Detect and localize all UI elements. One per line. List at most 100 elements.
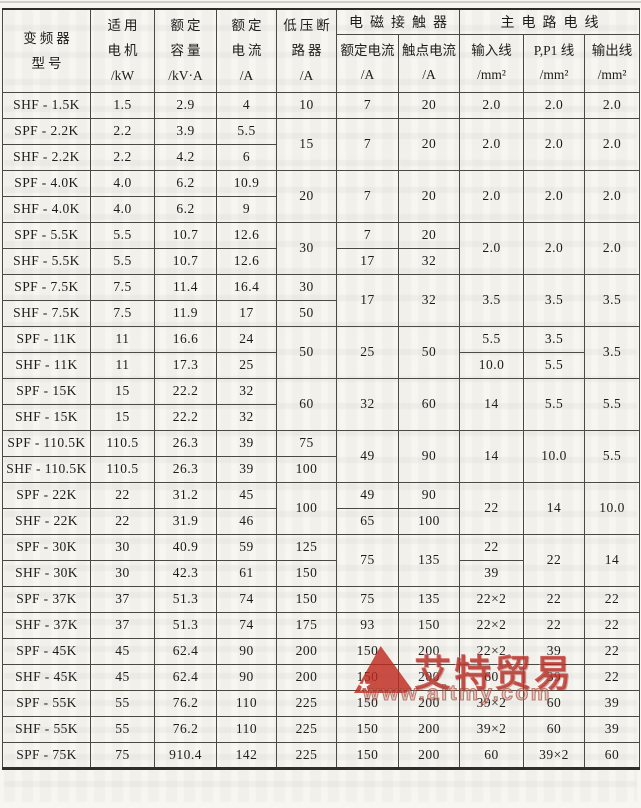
table-row: SHF - 37K 37 51.3 74 175 93 150 22×2 22 22 bbox=[2, 611, 641, 639]
value-cell: 200 bbox=[398, 741, 460, 769]
value-cell: 90 bbox=[398, 429, 460, 483]
value-cell: 200 bbox=[398, 663, 460, 691]
value-cell: 30 bbox=[276, 221, 337, 275]
value-cell: 225 bbox=[276, 715, 337, 743]
value-cell: 2.0 bbox=[523, 91, 585, 119]
value-cell: 225 bbox=[276, 741, 337, 769]
value-cell: 30 bbox=[90, 559, 155, 587]
header-row-subcolumns: 额定电流/A 触点电流/A 输入线/mm² P,P1 线/mm² 输出线/mm² bbox=[3, 33, 641, 93]
value-cell: 50 bbox=[276, 299, 337, 327]
table-row: SPF - 11K 11 16.6 24 50 25 50 5.5 3.5 3.5 bbox=[2, 325, 641, 379]
value-cell: 51.3 bbox=[154, 585, 217, 613]
value-cell: 200 bbox=[398, 715, 460, 743]
value-cell: 11 bbox=[90, 351, 155, 379]
value-cell: 7 bbox=[336, 91, 399, 119]
table-row: SHF - 2.2K 2.2 4.2 6 bbox=[2, 143, 640, 171]
value-cell: 39 bbox=[523, 637, 585, 665]
value-cell: 10.0 bbox=[583, 481, 641, 535]
value-cell: 32 bbox=[398, 247, 460, 275]
value-cell: 17 bbox=[336, 247, 399, 275]
value-cell: 39×2 bbox=[523, 741, 585, 769]
value-cell: 26.3 bbox=[154, 429, 217, 457]
value-cell: 11 bbox=[90, 325, 155, 353]
value-cell: 2.0 bbox=[583, 91, 641, 119]
value-cell: 22×2 bbox=[459, 585, 524, 613]
table-row: SPF - 37K 37 51.3 74 150 75 135 22×2 22 22 bbox=[2, 585, 641, 613]
value-cell: 135 bbox=[398, 585, 460, 613]
value-cell: 31.2 bbox=[154, 481, 217, 509]
value-cell: 5.5 bbox=[216, 117, 277, 145]
value-cell: 4 bbox=[216, 91, 277, 119]
header-breaker: 低压断 路器/A bbox=[276, 8, 337, 93]
value-cell: 32 bbox=[398, 273, 460, 327]
value-cell: 30 bbox=[276, 273, 337, 301]
value-cell: 22 bbox=[523, 533, 585, 587]
header-contactor-rated-current: 额定电流/A bbox=[336, 33, 399, 93]
table-row: SPF - 110.5K 110.5 26.3 39 75 49 90 14 10.0 5.5 bbox=[2, 429, 641, 483]
value-cell: 60 bbox=[459, 741, 524, 769]
value-cell: 22 bbox=[583, 611, 641, 639]
table-row: SHF - 7.5K 7.5 11.9 17 50 bbox=[2, 299, 640, 327]
value-cell: 7 bbox=[336, 221, 399, 249]
value-cell: 20 bbox=[398, 221, 460, 249]
value-cell: 39×2 bbox=[459, 689, 524, 717]
value-cell: 7 bbox=[336, 117, 399, 171]
model-cell: SPF - 55K bbox=[2, 689, 91, 717]
value-cell: 150 bbox=[276, 559, 337, 587]
value-cell: 150 bbox=[336, 637, 399, 665]
table-row: SPF - 4.0K 4.0 6.2 10.9 20 7 20 2.0 2.0 2.0 bbox=[2, 169, 641, 223]
value-cell: 2.0 bbox=[459, 221, 524, 275]
value-cell: 32 bbox=[216, 403, 277, 431]
table-row: SPF - 30K 30 40.9 59 125 75 135 22 22 14 bbox=[2, 533, 641, 587]
value-cell: 31.9 bbox=[154, 507, 217, 535]
table-row: SPF - 75K 75 910.4 142 225 150 200 60 39×2 60 bbox=[2, 741, 641, 769]
header-row-groups: 变频器 型号 适用 电机/kW 额定 容量/kV·A 额定 电流/A 低压断 路器/A 电磁接触器主… bbox=[2, 8, 641, 93]
value-cell: 25 bbox=[336, 325, 399, 379]
value-cell: 10 bbox=[276, 91, 337, 119]
model-cell: SHF - 2.2K bbox=[2, 143, 91, 171]
value-cell: 10.7 bbox=[154, 221, 217, 249]
value-cell: 22×2 bbox=[459, 637, 524, 665]
value-cell: 59 bbox=[216, 533, 277, 561]
value-cell: 2.0 bbox=[583, 117, 641, 171]
value-cell: 15 bbox=[276, 117, 337, 171]
value-cell: 25 bbox=[216, 351, 277, 379]
model-cell: SHF - 11K bbox=[2, 351, 91, 379]
value-cell: 39 bbox=[583, 715, 641, 743]
value-cell: 20 bbox=[276, 169, 337, 223]
table-row: SPF - 15K 15 22.2 32 60 32 60 14 5.5 5.5 bbox=[2, 377, 641, 431]
value-cell: 16.4 bbox=[216, 273, 277, 301]
value-cell: 10.9 bbox=[216, 169, 277, 197]
value-cell: 45 bbox=[90, 663, 155, 691]
value-cell: 40.9 bbox=[154, 533, 217, 561]
value-cell: 200 bbox=[398, 637, 460, 665]
value-cell: 22 bbox=[583, 637, 641, 665]
value-cell: 22×2 bbox=[459, 611, 524, 639]
value-cell: 6.2 bbox=[154, 169, 217, 197]
value-cell: 4.0 bbox=[90, 169, 155, 197]
value-cell: 225 bbox=[276, 689, 337, 717]
table-row: SHF - 5.5K 5.5 10.7 12.6 17 32 bbox=[2, 247, 640, 275]
model-cell: SPF - 4.0K bbox=[2, 169, 91, 197]
value-cell: 93 bbox=[336, 611, 399, 639]
value-cell: 50 bbox=[276, 325, 337, 379]
value-cell: 50 bbox=[398, 325, 460, 379]
value-cell: 49 bbox=[336, 429, 399, 483]
header-input-wire: 输入线/mm² bbox=[459, 33, 524, 93]
value-cell: 30 bbox=[90, 533, 155, 561]
value-cell: 62.4 bbox=[154, 637, 217, 665]
value-cell: 10.7 bbox=[154, 247, 217, 275]
model-cell: SHF - 30K bbox=[2, 559, 91, 587]
value-cell: 2.9 bbox=[154, 91, 217, 119]
value-cell: 110 bbox=[216, 689, 277, 717]
value-cell: 39 bbox=[459, 559, 524, 587]
value-cell: 175 bbox=[276, 611, 337, 639]
value-cell: 150 bbox=[336, 689, 399, 717]
value-cell: 75 bbox=[336, 533, 399, 587]
value-cell: 90 bbox=[216, 637, 277, 665]
value-cell: 2.2 bbox=[90, 143, 155, 171]
table-row: SHF - 11K 11 17.3 25 10.0 5.5 bbox=[2, 351, 640, 379]
model-cell: SHF - 4.0K bbox=[2, 195, 91, 223]
value-cell: 62.4 bbox=[154, 663, 217, 691]
value-cell: 2.2 bbox=[90, 117, 155, 145]
